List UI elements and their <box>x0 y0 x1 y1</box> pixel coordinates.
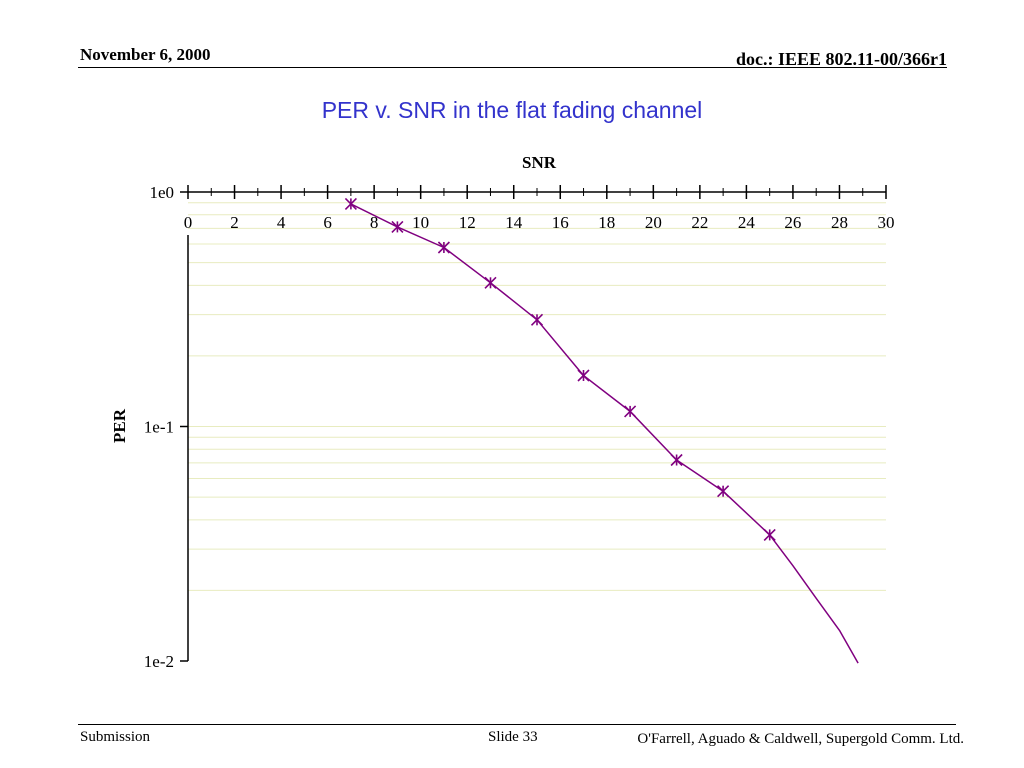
x-tick-label: 12 <box>459 213 476 232</box>
x-tick-label: 22 <box>691 213 708 232</box>
data-point-marker <box>670 453 683 467</box>
data-point-marker <box>391 220 404 233</box>
series-layer <box>344 197 859 664</box>
data-point-marker <box>437 241 450 254</box>
footer-rule <box>78 724 956 725</box>
header-rule <box>78 67 947 68</box>
x-tick-label: 2 <box>230 213 239 232</box>
slide-title: PER v. SNR in the flat fading channel <box>321 97 703 123</box>
footer-slide-number: Slide 33 <box>488 729 538 745</box>
series-line <box>350 203 859 664</box>
axes <box>180 185 887 662</box>
x-tick-label: 20 <box>645 213 662 232</box>
data-point-marker <box>717 485 730 498</box>
x-tick-label: 16 <box>552 213 569 232</box>
y-axis-label: PER <box>110 408 129 443</box>
y-tick-label: 1e0 <box>149 183 174 202</box>
x-tick-label: 14 <box>505 213 523 232</box>
y-tick-label: 1e-1 <box>144 418 174 437</box>
data-point-marker <box>530 313 544 326</box>
grid-lines <box>188 202 886 591</box>
y-tick-label: 1e-2 <box>144 652 174 671</box>
x-axis-label: SNR <box>522 153 557 172</box>
x-tick-label: 6 <box>323 213 332 232</box>
x-tick-label: 30 <box>878 213 895 232</box>
data-point-marker <box>577 369 590 382</box>
x-tick-label: 18 <box>598 213 615 232</box>
data-point-marker <box>624 405 637 418</box>
x-tick-label: 0 <box>184 213 193 232</box>
data-point-marker <box>344 197 357 210</box>
x-tick-label: 28 <box>831 213 848 232</box>
x-tick-label: 10 <box>412 213 429 232</box>
x-tick-label: 8 <box>370 213 379 232</box>
footer-authors: O'Farrell, Aguado & Caldwell, Supergold … <box>637 731 964 747</box>
x-tick-label: 26 <box>784 213 801 232</box>
x-tick-label: 24 <box>738 213 756 232</box>
header-doc-id: doc.: IEEE 802.11-00/366r1 <box>735 49 947 69</box>
data-point-marker <box>484 276 497 289</box>
header-date: November 6, 2000 <box>80 45 211 64</box>
data-point-marker <box>763 528 776 541</box>
x-tick-label: 4 <box>277 213 286 232</box>
footer-submission: Submission <box>80 729 151 745</box>
